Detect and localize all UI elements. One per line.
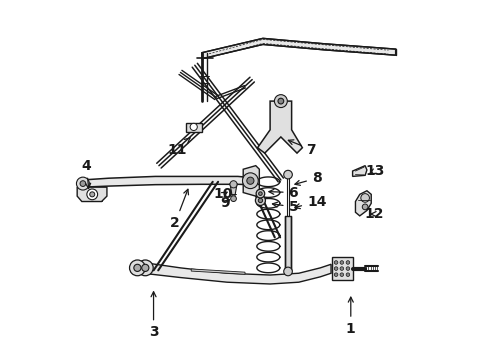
Circle shape bbox=[334, 273, 338, 276]
Circle shape bbox=[129, 260, 146, 276]
Text: 7: 7 bbox=[288, 140, 316, 157]
Text: 12: 12 bbox=[365, 207, 384, 221]
Circle shape bbox=[278, 98, 284, 104]
Polygon shape bbox=[202, 39, 395, 59]
Polygon shape bbox=[258, 101, 302, 153]
Text: 14: 14 bbox=[295, 194, 326, 209]
Text: 4: 4 bbox=[82, 159, 91, 188]
Circle shape bbox=[340, 273, 343, 276]
Text: 8: 8 bbox=[295, 171, 321, 185]
Circle shape bbox=[230, 181, 237, 188]
Circle shape bbox=[90, 192, 95, 197]
Circle shape bbox=[256, 189, 265, 198]
Circle shape bbox=[284, 267, 293, 276]
Text: 9: 9 bbox=[220, 196, 230, 210]
Polygon shape bbox=[230, 184, 237, 200]
Circle shape bbox=[255, 195, 266, 206]
Circle shape bbox=[346, 273, 350, 276]
Text: 2: 2 bbox=[170, 189, 189, 230]
Polygon shape bbox=[243, 166, 259, 196]
Circle shape bbox=[362, 204, 368, 210]
Circle shape bbox=[258, 198, 263, 203]
Circle shape bbox=[334, 267, 338, 270]
Text: 13: 13 bbox=[365, 164, 385, 178]
Polygon shape bbox=[332, 257, 353, 280]
Polygon shape bbox=[143, 262, 331, 284]
Circle shape bbox=[284, 170, 293, 179]
Circle shape bbox=[87, 189, 98, 200]
Polygon shape bbox=[355, 191, 371, 216]
Polygon shape bbox=[191, 269, 245, 274]
Circle shape bbox=[274, 95, 287, 108]
Circle shape bbox=[346, 261, 350, 264]
Polygon shape bbox=[353, 166, 367, 176]
Circle shape bbox=[231, 196, 236, 202]
Text: 1: 1 bbox=[346, 297, 356, 336]
Text: 6: 6 bbox=[269, 185, 298, 199]
Circle shape bbox=[80, 181, 86, 186]
Circle shape bbox=[190, 123, 197, 131]
Polygon shape bbox=[77, 187, 107, 202]
Polygon shape bbox=[285, 216, 291, 270]
Text: 11: 11 bbox=[167, 138, 190, 157]
Circle shape bbox=[142, 264, 149, 271]
Circle shape bbox=[334, 261, 338, 264]
Text: 5: 5 bbox=[272, 200, 298, 214]
Circle shape bbox=[340, 261, 343, 264]
Circle shape bbox=[76, 177, 89, 190]
Polygon shape bbox=[82, 176, 250, 187]
Polygon shape bbox=[186, 123, 202, 132]
Text: 10: 10 bbox=[214, 187, 233, 201]
Text: 3: 3 bbox=[149, 292, 158, 339]
Circle shape bbox=[134, 264, 141, 271]
Circle shape bbox=[243, 173, 258, 189]
Circle shape bbox=[137, 260, 153, 276]
Circle shape bbox=[247, 177, 254, 184]
Circle shape bbox=[259, 192, 262, 195]
Circle shape bbox=[346, 267, 350, 270]
Circle shape bbox=[340, 267, 343, 270]
Circle shape bbox=[361, 194, 369, 202]
